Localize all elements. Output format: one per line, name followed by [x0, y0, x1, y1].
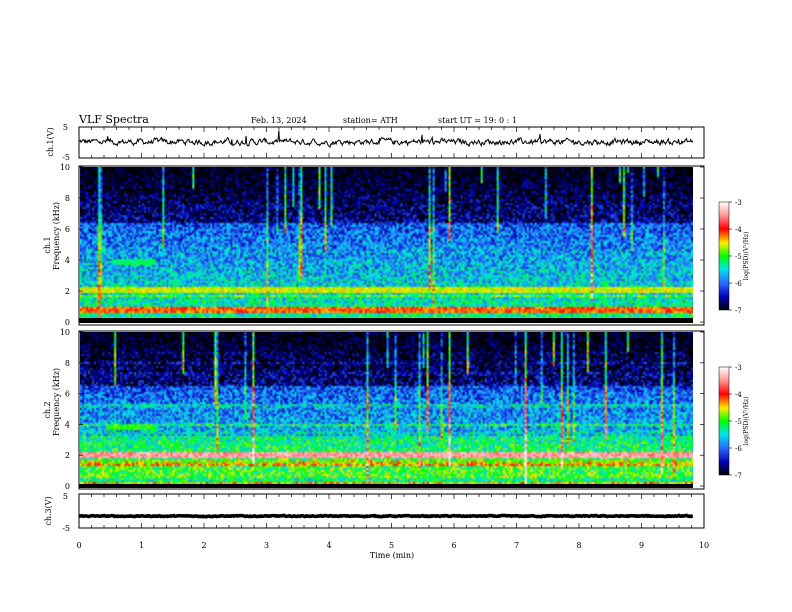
- x-tick-label-1: 1: [139, 541, 144, 550]
- ch2-cb-label--7: -7: [735, 472, 742, 480]
- ch1-spectrogram-image: [80, 167, 693, 323]
- ch2-spec-ytick-label-0: 0: [65, 482, 70, 491]
- ch2-spectrogram-ylabel-freq: Frequency (kHz): [52, 368, 61, 436]
- start-ut-label: start UT = 19: 0 : 1: [438, 116, 517, 125]
- ch2-spec-ytick-label-2: 2: [65, 451, 70, 460]
- ch2-cb-label--4: -4: [735, 391, 742, 399]
- separator-bar-2: [79, 484, 693, 488]
- x-tick-label-5: 5: [389, 541, 394, 550]
- x-tick-label-0: 0: [76, 541, 81, 550]
- station-label: station= ATH: [343, 116, 398, 125]
- ch1-ytick-bottom: -5: [62, 153, 70, 162]
- ch1-cb-label--5: -5: [735, 253, 742, 261]
- ch1-ylabel: ch.1(V): [46, 127, 55, 156]
- ch3-waveform-line: [78, 513, 694, 519]
- ch2-spec-ytick-label-8: 8: [65, 359, 70, 368]
- ch3-ylabel: ch.3(V): [44, 496, 53, 525]
- x-tick-label-2: 2: [201, 541, 206, 550]
- x-tick-label-9: 9: [639, 541, 644, 550]
- ch2-spec-ytick-label-6: 6: [65, 390, 70, 399]
- ch1-cb-label--3: -3: [735, 199, 742, 207]
- date-label: Feb. 13, 2024: [251, 116, 307, 125]
- x-axis-tick-labels: 0 1 2 3 4 5 6 7 8 9 10: [76, 541, 709, 550]
- ch1-colorbar-label: log(PSD)(V²/Hz): [743, 232, 750, 281]
- x-tick-label-4: 4: [326, 541, 331, 550]
- ch1-waveform-line: [78, 130, 694, 149]
- ch1-spec-ytick-label-6: 6: [65, 225, 70, 234]
- ch2-spec-ytick-label-4: 4: [65, 420, 70, 429]
- ch3-ytick-bottom: -5: [62, 524, 70, 533]
- ch1-spectrogram-ylabel-channel: ch.1: [43, 236, 52, 253]
- ch2-cb-label--5: -5: [735, 418, 742, 426]
- ch1-spec-ytick-label-2: 2: [65, 287, 70, 296]
- ch1-colorbar-ticks: -3 -4 -5 -6 -7: [729, 199, 742, 315]
- ch1-spec-ytick-label-0: 0: [65, 318, 70, 327]
- ch1-spec-ytick-label-8: 8: [65, 194, 70, 203]
- figure-title: VLF Spectra: [78, 113, 149, 126]
- x-tick-label-7: 7: [514, 541, 519, 550]
- ch1-waveform-panel: 5 -5 ch.1(V): [46, 123, 705, 162]
- x-tick-label-8: 8: [576, 541, 581, 550]
- ch2-spectrogram-yaxis: 0 2 4 6 8 10: [60, 328, 704, 491]
- ch1-colorbar: [718, 201, 730, 311]
- ch1-ytick-top: 5: [63, 123, 68, 132]
- ch2-colorbar-ticks: -3 -4 -5 -6 -7: [729, 364, 742, 480]
- ch3-waveform-xticks: [78, 494, 705, 528]
- ch1-cb-label--4: -4: [735, 226, 742, 234]
- ch1-spec-ytick-label-10: 10: [60, 163, 70, 172]
- ch2-spec-ytick-label-10: 10: [60, 328, 70, 337]
- ch1-spectrogram-ylabel-freq: Frequency (kHz): [52, 202, 61, 270]
- ch2-colorbar: [718, 366, 730, 476]
- x-tick-label-10: 10: [699, 541, 709, 550]
- ch2-spectrogram-ylabel-channel: ch.2: [43, 401, 52, 418]
- separator-bar-1: [79, 318, 693, 323]
- x-tick-label-6: 6: [451, 541, 456, 550]
- ch1-cb-label--6: -6: [735, 280, 742, 288]
- ch3-waveform-panel: 5 -5 ch.3(V): [44, 492, 705, 533]
- ch1-waveform-xticks: [78, 127, 705, 158]
- x-axis-label: Time (min): [370, 551, 414, 560]
- ch2-cb-label--3: -3: [735, 364, 742, 372]
- ch1-cb-label--7: -7: [735, 307, 742, 315]
- ch2-cb-label--6: -6: [735, 445, 742, 453]
- ch1-spec-ytick-label-4: 4: [65, 256, 70, 265]
- ch3-waveform-frame: [78, 493, 705, 529]
- x-tick-label-3: 3: [264, 541, 269, 550]
- ch3-ytick-top: 5: [63, 492, 68, 501]
- ch1-spectrogram-frame: [78, 165, 705, 326]
- ch1-spectrogram-yaxis: 0 2 4 6 8 10: [60, 163, 704, 327]
- ch2-colorbar-label: log(PSD)(V²/Hz): [743, 397, 750, 446]
- ch2-spectrogram-image: [80, 332, 693, 484]
- ch2-spectrogram-frame: [78, 330, 705, 490]
